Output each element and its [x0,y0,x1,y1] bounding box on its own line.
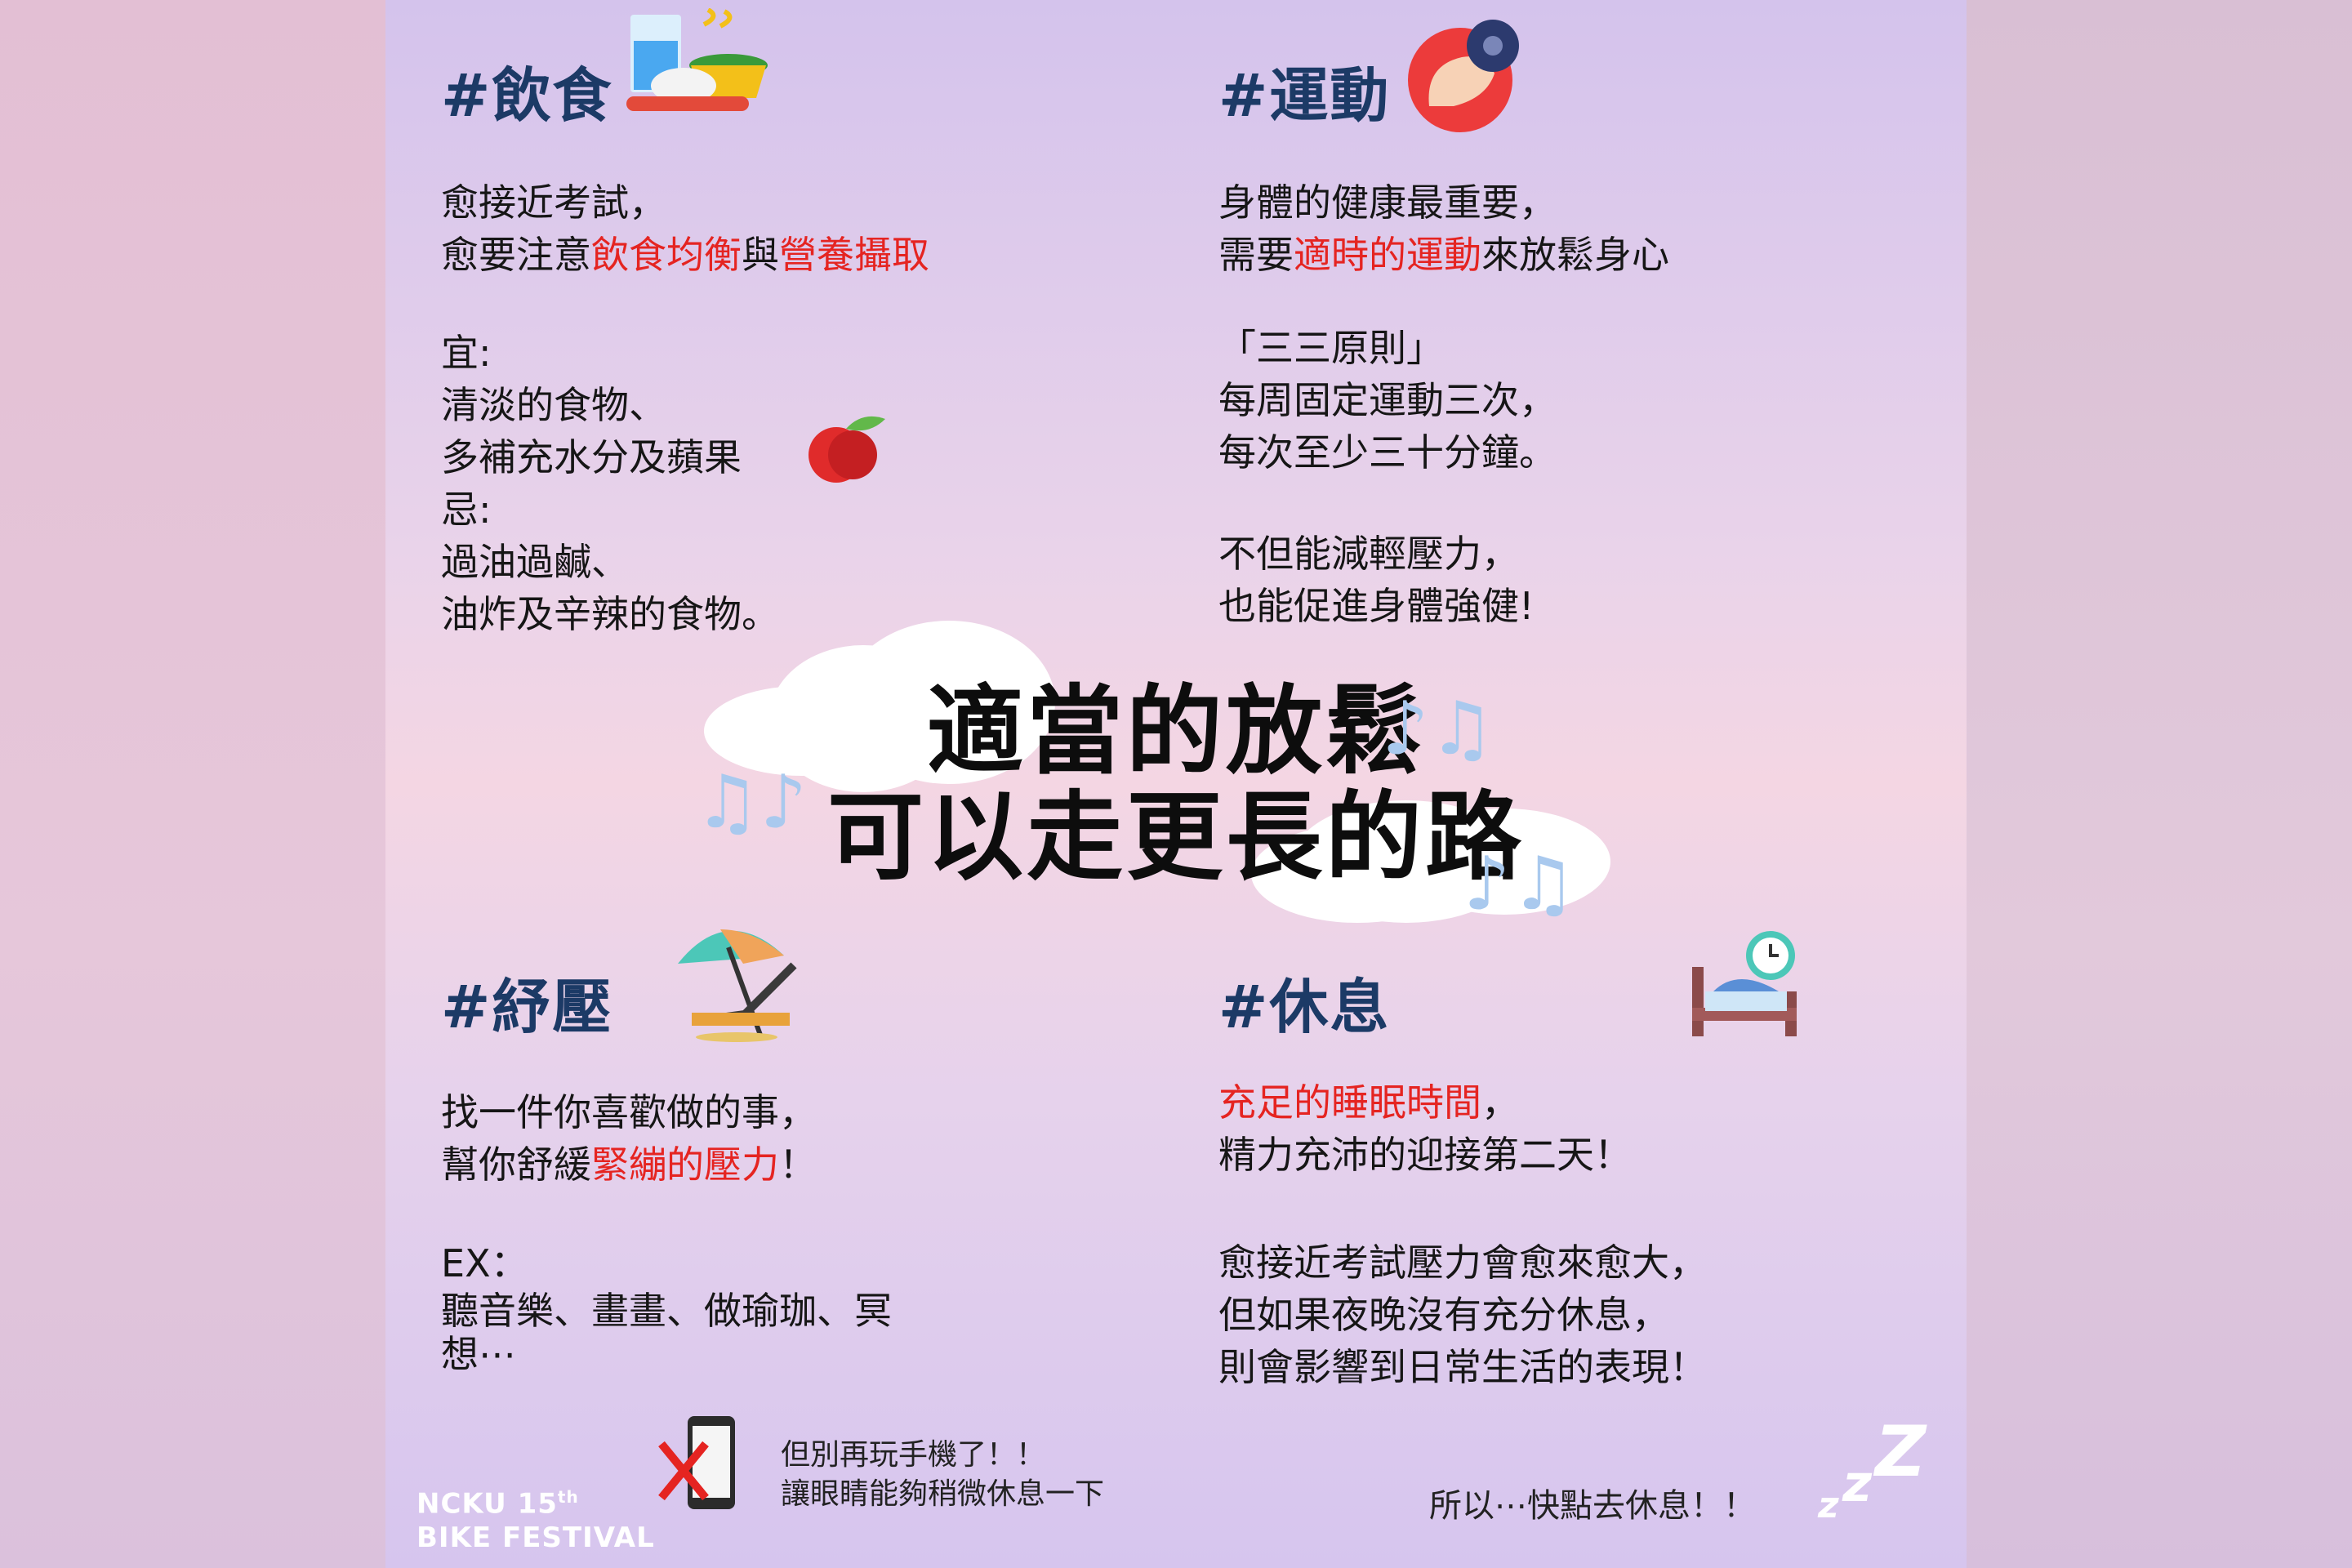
final-text: 所以⋯快點去休息！！ [1429,1487,1756,1525]
right-blurred-border [1967,0,2352,1568]
sport-text-1: 身體的健康最重要， 需要適時的運動來放鬆身心 [1218,180,1669,277]
left-blurred-border [0,0,385,1568]
beach-chair-icon [678,929,797,1042]
food-heading: #飲食 [441,61,613,130]
stress-text-1: 找一件你喜歡做的事， 幫你舒緩緊繃的壓力！ [441,1090,817,1187]
no-phone-icon [658,1416,735,1509]
apple-icon [808,416,885,483]
sport-text-2: 「三三原則」 每周固定運動三次， 每次至少三十分鐘。 [1218,326,1557,474]
rest-text-2: 愈接近考試壓力會愈來愈大， 但如果夜晚沒有充分休息， 則會影響到日常生活的表現！ [1218,1241,1707,1389]
music-note-icon: ♪♫ [1382,686,1495,772]
sport-heading: #運動 [1218,61,1391,130]
rest-heading: #休息 [1218,973,1391,1041]
stress-heading: #紓壓 [441,973,613,1041]
center-title-line2: 可以走更長的路 [826,781,1525,893]
food-text-2: 宜: 清淡的食物、 多補充水分及蘋果 忌: 過油過鹹、 油炸及辛辣的食物。 [441,331,779,636]
sport-text-3: 不但能減輕壓力， 也能促進身體強健! [1218,532,1535,628]
ncku-bike-festival-logo: NCKU 15th BIKE FESTIVAL [416,1487,655,1555]
stress-text-2: EX： 聽音樂、畫畫、做瑜珈、冥 想⋯ [441,1241,892,1376]
muscle-dumbbell-icon [1408,20,1519,132]
food-tray-icon [626,8,768,111]
music-note-icon: ♪♫ [1463,841,1577,927]
poster-panel: #飲食 愈接近考試， 愈要注意飲食均衡與營養攝取 宜: 清淡的食物、 多補充水分… [385,0,1967,1568]
rest-text-1: 充足的睡眠時間， 精力充沛的迎接第二天！ [1218,1080,1632,1177]
phone-text: 但別再玩手機了！！ 讓眼睛能夠稍微休息一下 [781,1438,1105,1511]
bed-clock-icon [1692,931,1797,1036]
food-text-1: 愈接近考試， 愈要注意飲食均衡與營養攝取 [441,180,929,277]
center-title-line1: 適當的放鬆 [926,675,1425,787]
music-note-icon: ♫♪ [694,760,808,845]
